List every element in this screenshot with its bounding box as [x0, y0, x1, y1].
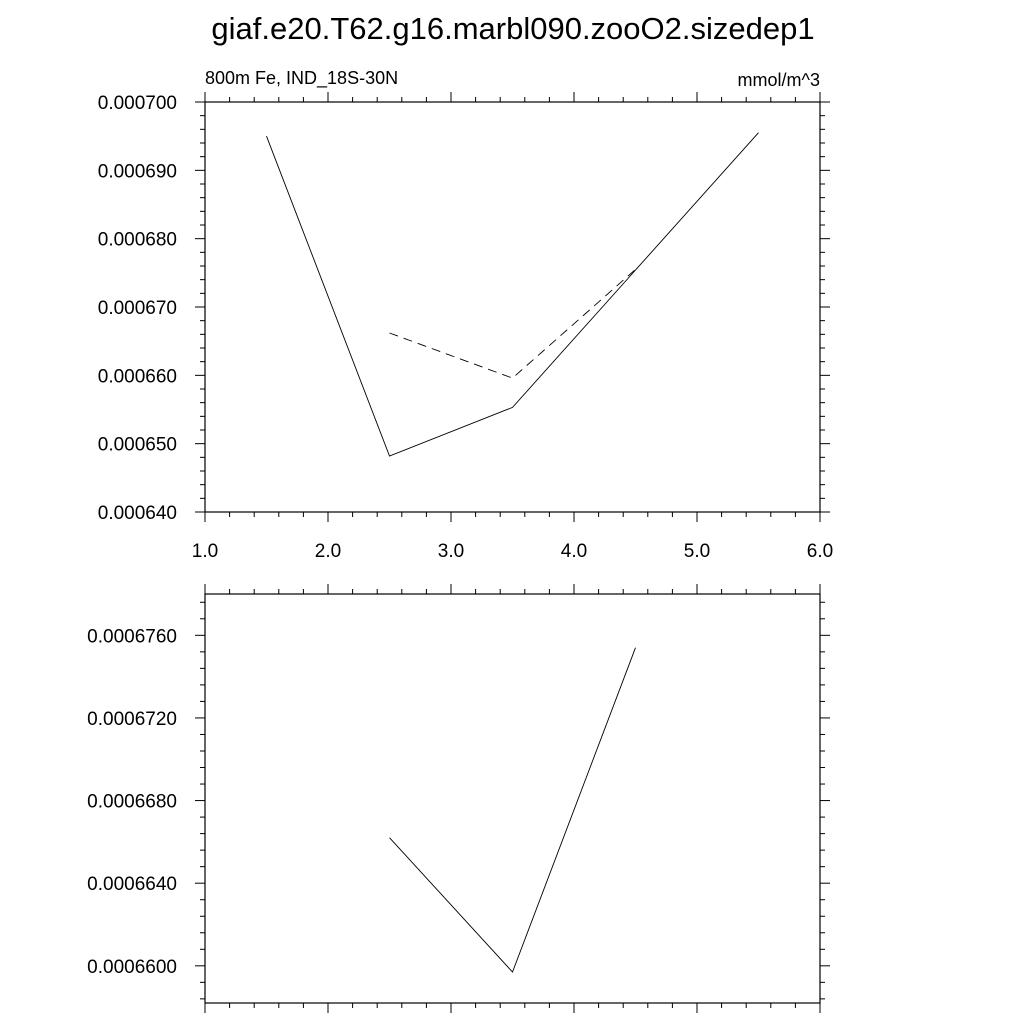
y-tick-label: 0.0006600	[87, 957, 177, 978]
y-tick-label: 0.0006640	[87, 874, 177, 895]
series-line-dashed	[389, 269, 636, 379]
x-tick-label: 6.0	[807, 541, 833, 562]
series-line-solid	[266, 132, 759, 457]
y-tick-label: 0.000670	[98, 298, 177, 319]
plot-frame	[204, 101, 821, 513]
panel-1: 1.0 2.0 3.0 4.0 5.0 6.0 0.000640 0.000650 0.0006…	[98, 92, 833, 562]
series-line-solid	[389, 647, 636, 973]
plot-frame	[204, 593, 821, 1004]
panel-1-subtitle-right: mmol/m^3	[738, 70, 820, 90]
x-tick-label: 5.0	[684, 541, 710, 562]
y-tick-label: 0.000640	[98, 503, 177, 524]
y-tick-label: 0.0006720	[87, 709, 177, 730]
x-tick-label: 3.0	[438, 541, 464, 562]
panel-1-subtitle-left: 800m Fe, IND_18S-30N	[205, 68, 398, 89]
y-tick-label: 0.0006680	[87, 792, 177, 813]
x-tick-label: 1.0	[192, 541, 218, 562]
chart-title: giaf.e20.T62.g16.marbl090.zooO2.sizedep1	[211, 11, 814, 46]
y-tick-label: 0.000650	[98, 435, 177, 456]
panel-2: 0.0006600 0.0006640 0.0006680 0.0006720 0.00…	[87, 584, 830, 1013]
x-tick-label: 4.0	[561, 541, 587, 562]
y-tick-label: 0.0006760	[87, 626, 177, 647]
x-tick-label: 2.0	[315, 541, 341, 562]
y-tick-label: 0.000660	[98, 366, 177, 387]
y-tick-label: 0.000690	[98, 161, 177, 182]
y-tick-label: 0.000700	[98, 93, 177, 114]
y-tick-label: 0.000680	[98, 230, 177, 251]
